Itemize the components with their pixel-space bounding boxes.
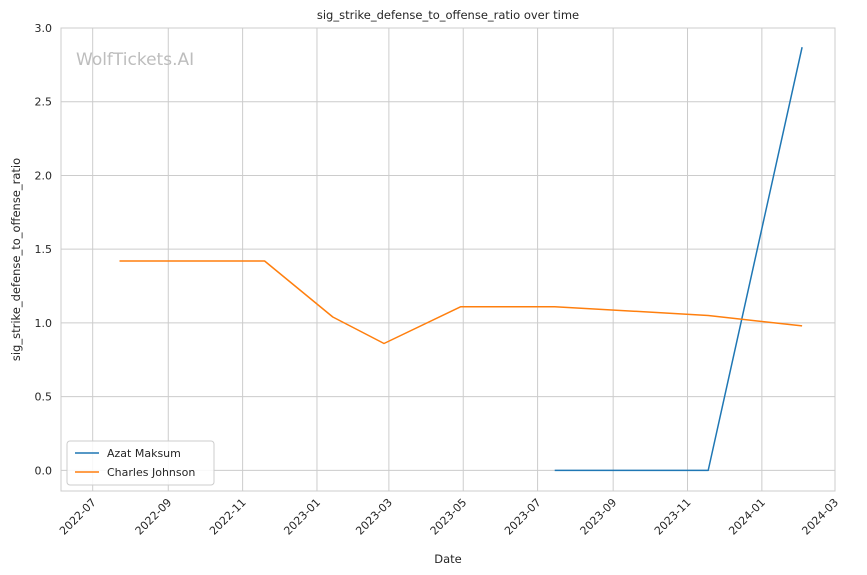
- x-tick-label: 2022-11: [207, 496, 249, 538]
- x-tick-label: 2024-03: [799, 496, 841, 538]
- y-tick-label: 3.0: [35, 22, 53, 35]
- series-layer: [119, 47, 803, 472]
- x-tick-label: 2023-07: [502, 496, 544, 538]
- plot-frame: [60, 27, 836, 492]
- legend-label: Azat Maksum: [107, 447, 181, 460]
- series-line-1: [554, 47, 803, 472]
- y-axis-ticks: 0.0 0.5 1.0 1.5 2.0 2.5 3.0: [35, 22, 53, 477]
- x-tick-label: 2022-07: [57, 496, 99, 538]
- x-tick-label: 2023-05: [428, 496, 470, 538]
- y-axis-title: sig_strike_defense_to_offense_ratio: [9, 158, 23, 361]
- x-tick-label: 2022-09: [133, 496, 175, 538]
- x-tick-label: 2024-01: [726, 496, 768, 538]
- x-tick-label: 2023-03: [353, 496, 395, 538]
- y-tick-label: 2.5: [35, 96, 53, 109]
- chart-title: sig_strike_defense_to_offense_ratio over…: [317, 8, 579, 22]
- legend-box: [66, 440, 215, 486]
- legend: Azat Maksum Charles Johnson: [66, 440, 215, 486]
- x-axis-ticks: 2022-07 2022-09 2022-11 2023-01 2023-03 2023-…: [57, 496, 841, 538]
- legend-label: Charles Johnson: [107, 466, 195, 479]
- x-tick-label: 2023-09: [578, 496, 620, 538]
- series-line-2: [119, 260, 803, 345]
- y-tick-label: 1.5: [35, 243, 53, 256]
- x-tick-label: 2023-01: [281, 496, 323, 538]
- watermark: WolfTickets.AI: [76, 50, 194, 70]
- x-tick-label: 2023-11: [652, 496, 694, 538]
- y-tick-label: 0.5: [35, 391, 53, 404]
- y-tick-label: 0.0: [35, 464, 53, 477]
- y-tick-label: 2.0: [35, 169, 53, 182]
- y-tick-label: 1.0: [35, 317, 53, 330]
- x-axis-title: Date: [434, 552, 462, 566]
